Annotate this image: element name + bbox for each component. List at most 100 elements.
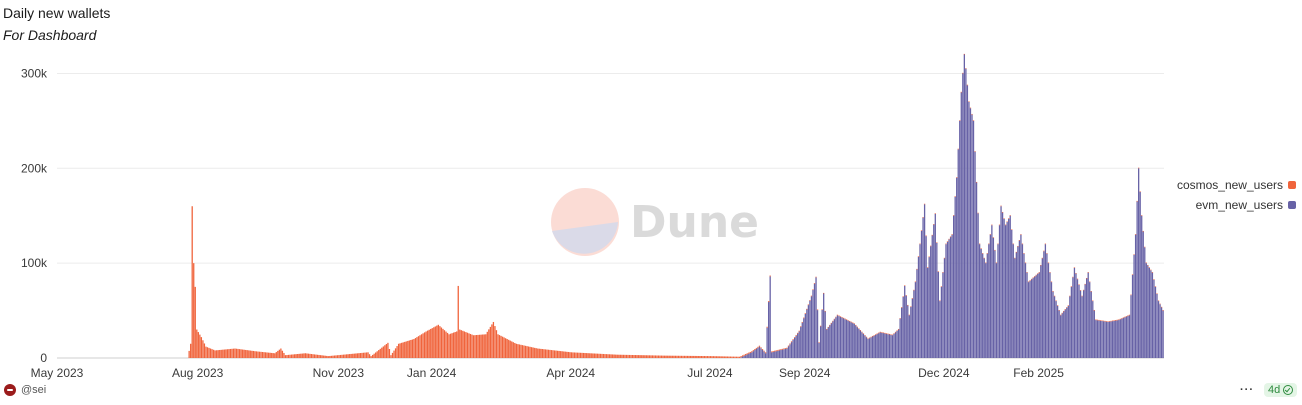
bar-cosmos_new_users	[509, 340, 511, 358]
bar-evm_new_users	[1095, 320, 1097, 358]
legend-item-cosmos[interactable]: cosmos_new_users	[1174, 175, 1296, 195]
bar-cosmos_new_users	[1008, 218, 1010, 219]
author-link[interactable]: @sei	[4, 384, 46, 396]
bar-evm_new_users	[778, 350, 780, 358]
bar-cosmos_new_users	[492, 321, 495, 358]
bar-evm_new_users	[793, 337, 796, 358]
bar-cosmos_new_users	[212, 349, 215, 358]
bar-evm_new_users	[985, 263, 987, 358]
bar-cosmos_new_users	[839, 316, 842, 317]
bar-cosmos_new_users	[329, 355, 331, 358]
bar-cosmos_new_users	[405, 341, 407, 358]
bar-cosmos_new_users	[829, 324, 831, 326]
bar-cosmos_new_users	[486, 331, 488, 358]
bar-cosmos_new_users	[1035, 274, 1037, 276]
y-tick-label: 200k	[21, 161, 48, 175]
bar-cosmos_new_users	[882, 332, 884, 334]
bar-cosmos_new_users	[901, 307, 903, 308]
bar-cosmos_new_users	[821, 309, 823, 310]
bar-cosmos_new_users	[407, 340, 409, 358]
bar-evm_new_users	[784, 348, 787, 358]
bar-cosmos_new_users	[202, 340, 204, 358]
bar-cosmos_new_users	[1003, 218, 1005, 219]
bar-evm_new_users	[1050, 282, 1053, 358]
bar-cosmos_new_users	[754, 349, 756, 351]
bar-cosmos_new_users	[469, 333, 472, 358]
bar-evm_new_users	[907, 305, 909, 358]
bar-cosmos_new_users	[766, 326, 768, 328]
bar-cosmos_new_users	[592, 353, 594, 358]
bar-evm_new_users	[951, 234, 953, 358]
bar-cosmos_new_users	[460, 330, 462, 358]
bar-cosmos_new_users	[975, 181, 978, 183]
bar-evm_new_users	[1087, 272, 1089, 358]
x-tick-label: Sep 2024	[779, 366, 831, 380]
x-tick-label: Aug 2023	[172, 366, 224, 380]
bar-cosmos_new_users	[220, 349, 222, 358]
bar-cosmos_new_users	[642, 355, 644, 358]
bar-evm_new_users	[914, 282, 917, 358]
bar-cosmos_new_users	[310, 354, 313, 358]
bar-evm_new_users	[949, 237, 952, 358]
bar-cosmos_new_users	[607, 354, 609, 358]
bar-cosmos_new_users	[712, 356, 715, 358]
bar-evm_new_users	[867, 339, 869, 358]
bar-cosmos_new_users	[1142, 230, 1144, 232]
bar-evm_new_users	[743, 355, 745, 358]
bar-evm_new_users	[953, 215, 955, 358]
bar-cosmos_new_users	[841, 317, 843, 318]
bar-cosmos_new_users	[749, 351, 751, 354]
bar-evm_new_users	[1084, 284, 1086, 358]
bar-cosmos_new_users	[885, 333, 888, 334]
bar-cosmos_new_users	[352, 353, 354, 358]
bar-evm_new_users	[904, 285, 906, 358]
bar-cosmos_new_users	[376, 351, 378, 358]
bar-cosmos_new_users	[699, 355, 701, 358]
bar-evm_new_users	[775, 351, 777, 358]
bar-cosmos_new_users	[757, 346, 759, 348]
bar-cosmos_new_users	[252, 350, 255, 358]
bar-evm_new_users	[804, 313, 806, 358]
bar-evm_new_users	[1112, 321, 1114, 358]
legend-item-evm[interactable]: evm_new_users	[1174, 195, 1296, 215]
bar-cosmos_new_users	[358, 353, 360, 358]
bar-evm_new_users	[1076, 279, 1079, 358]
bar-evm_new_users	[832, 321, 834, 358]
bar-cosmos_new_users	[402, 342, 404, 358]
bar-cosmos_new_users	[508, 339, 510, 358]
bar-cosmos_new_users	[190, 343, 192, 358]
bar-cosmos_new_users	[1000, 205, 1002, 207]
bar-cosmos_new_users	[240, 349, 242, 358]
x-tick-label: May 2023	[31, 366, 84, 380]
bar-cosmos_new_users	[940, 286, 943, 287]
bar-evm_new_users	[812, 290, 814, 358]
bar-cosmos_new_users	[1004, 224, 1007, 226]
more-dots-icon[interactable]: ···	[1240, 384, 1254, 396]
bar-cosmos_new_users	[671, 355, 673, 358]
bar-evm_new_users	[757, 347, 759, 358]
dune-logo-icon	[551, 188, 619, 256]
bar-evm_new_users	[741, 356, 744, 358]
bar-evm_new_users	[1001, 212, 1004, 358]
bar-evm_new_users	[957, 149, 959, 358]
bar-evm_new_users	[991, 225, 993, 358]
bar-evm_new_users	[937, 272, 940, 358]
bar-evm_new_users	[1151, 272, 1154, 358]
bar-evm_new_users	[1156, 293, 1158, 358]
bar-cosmos_new_users	[890, 334, 892, 335]
bar-cosmos_new_users	[558, 350, 560, 358]
bar-cosmos_new_users	[378, 350, 380, 358]
bar-cosmos_new_users	[1098, 319, 1100, 321]
bar-evm_new_users	[1141, 215, 1143, 358]
refresh-badge[interactable]: 4d	[1264, 383, 1298, 397]
bar-evm_new_users	[1055, 301, 1057, 358]
bar-cosmos_new_users	[864, 335, 866, 336]
bar-cosmos_new_users	[914, 281, 917, 283]
bar-evm_new_users	[755, 348, 758, 358]
bar-cosmos_new_users	[479, 334, 481, 358]
bar-cosmos_new_users	[752, 350, 754, 352]
bar-evm_new_users	[878, 333, 880, 358]
bar-evm_new_users	[1072, 277, 1074, 358]
bar-cosmos_new_users	[638, 355, 640, 358]
bar-cosmos_new_users	[489, 326, 492, 358]
